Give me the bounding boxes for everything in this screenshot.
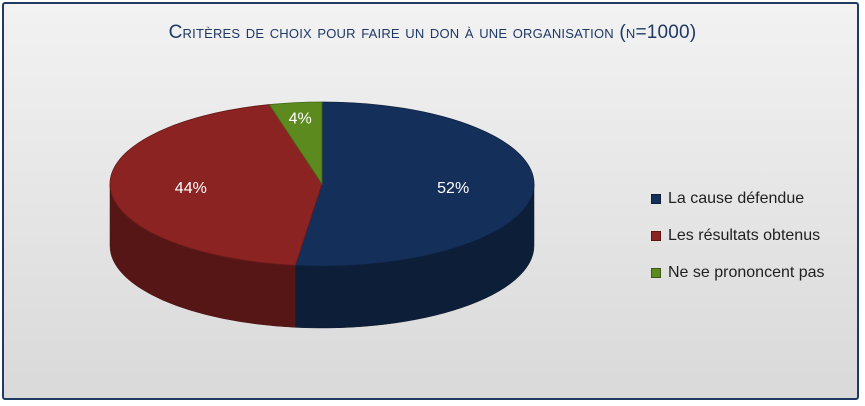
legend-item-results: Les résultats obtenus <box>651 217 825 254</box>
legend-item-cause: La cause défendue <box>651 180 825 217</box>
legend: La cause défendue Les résultats obtenus … <box>651 180 825 291</box>
data-label-0: 52% <box>437 180 469 197</box>
pie-slice-2 <box>268 101 323 186</box>
legend-label-results: Les résultats obtenus <box>668 226 821 244</box>
pie-chart: 52% 44% 4% <box>109 101 535 329</box>
pie-top <box>109 101 535 267</box>
legend-swatch-no-opinion <box>651 267 661 278</box>
legend-item-no-opinion: Ne se prononcent pas <box>651 254 825 291</box>
data-label-2: 4% <box>289 110 312 127</box>
pie-slice-1 <box>109 104 323 266</box>
chart-frame: Critères de choix pour faire un don à un… <box>2 2 859 400</box>
chart-title: Critères de choix pour faire un don à un… <box>168 22 697 43</box>
pie-labels: 52% 44% 4% <box>175 110 469 197</box>
legend-label-cause: La cause défendue <box>668 189 805 207</box>
legend-swatch-cause <box>651 193 661 204</box>
pie-slice-0 <box>294 101 535 267</box>
data-label-1: 44% <box>175 180 207 197</box>
legend-label-no-opinion: Ne se prononcent pas <box>668 263 825 281</box>
legend-swatch-results <box>651 230 661 241</box>
